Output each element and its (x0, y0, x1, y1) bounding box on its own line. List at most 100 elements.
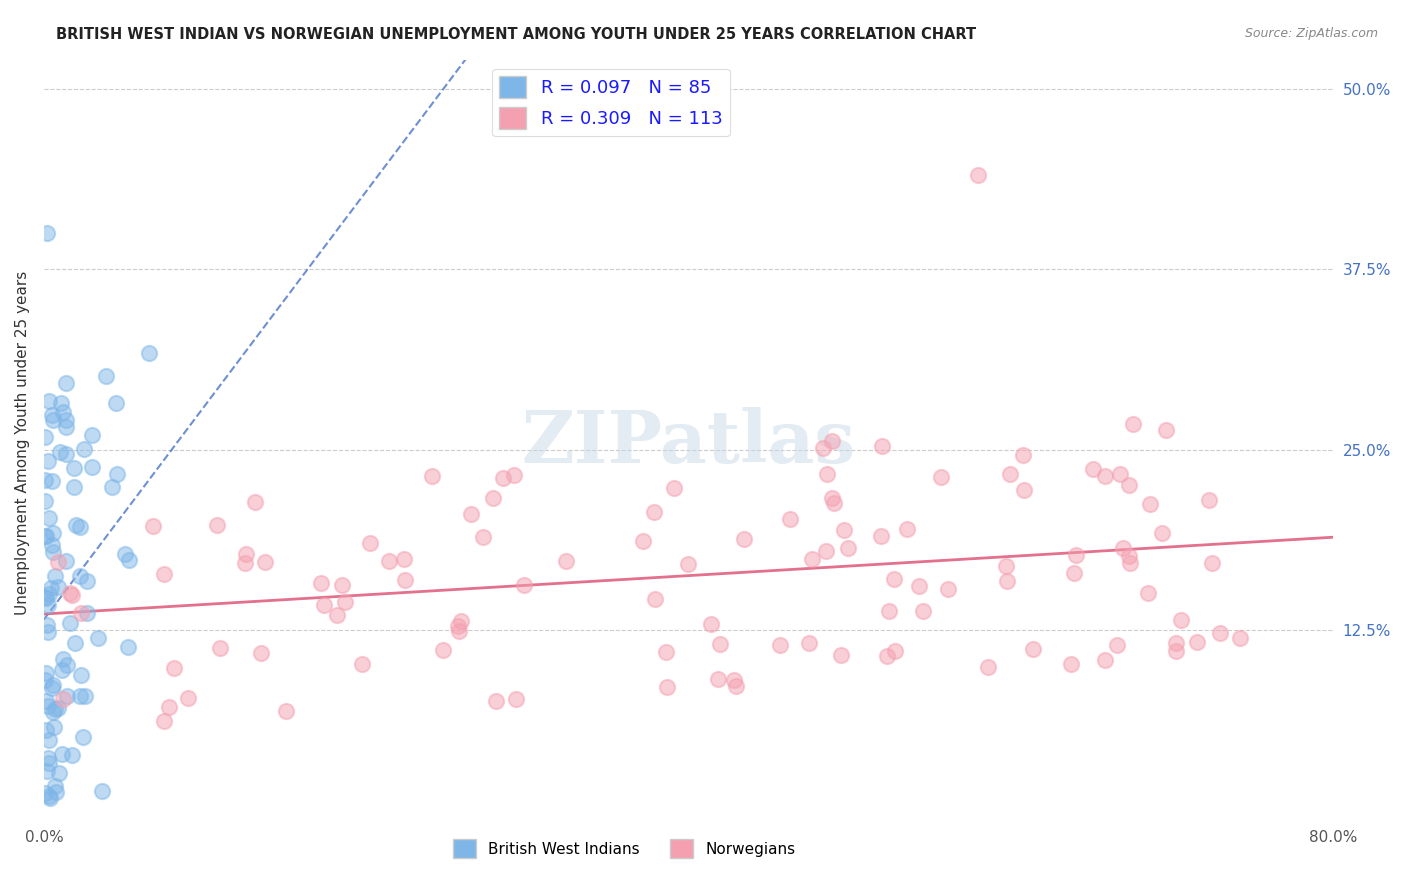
Point (69, 689, 91, 703)
Point (62, 461, 84, 475)
Point (884, 644, 907, 658)
Point (908, 579, 931, 593)
Point (896, 522, 918, 536)
Point (492, 471, 515, 485)
Point (330, 578, 353, 592)
Point (725, 680, 748, 694)
Text: BRITISH WEST INDIAN VS NORWEGIAN UNEMPLOYMENT AMONG YOUTH UNDER 25 YEARS CORRELA: BRITISH WEST INDIAN VS NORWEGIAN UNEMPLO… (56, 27, 976, 42)
Point (513, 578, 536, 592)
Point (676, 557, 699, 571)
Point (34, 474, 56, 488)
Point (60, 588, 83, 602)
Point (1198, 493, 1220, 508)
Point (977, 660, 1000, 674)
Point (1022, 642, 1045, 657)
Point (55, 419, 77, 434)
Point (883, 572, 905, 586)
Point (733, 532, 755, 546)
Text: Source: ZipAtlas.com: Source: ZipAtlas.com (1244, 27, 1378, 40)
Point (1094, 652, 1116, 666)
Point (450, 615, 472, 629)
Point (876, 648, 898, 663)
Point (1164, 636, 1187, 650)
Point (769, 638, 792, 652)
Point (60, 748, 83, 763)
Point (38, 511, 60, 525)
Point (460, 507, 482, 521)
Point (41, 474, 63, 488)
Y-axis label: Unemployment Among Youth under 25 years: Unemployment Among Youth under 25 years (15, 270, 30, 615)
Point (235, 547, 257, 561)
Point (1201, 556, 1223, 570)
Point (114, 547, 136, 561)
Point (998, 467, 1021, 481)
Point (1012, 449, 1035, 463)
Point (1139, 497, 1161, 511)
Point (153, 714, 176, 728)
Point (655, 680, 678, 694)
Point (309, 576, 332, 591)
Point (830, 648, 852, 662)
Point (45, 785, 67, 799)
Point (420, 468, 443, 483)
Point (723, 673, 745, 687)
Point (100, 480, 122, 494)
Point (55, 413, 77, 427)
Point (378, 554, 401, 568)
Point (35, 694, 58, 708)
Point (821, 491, 844, 505)
Point (503, 467, 526, 482)
Point (41, 538, 63, 552)
Point (76, 606, 98, 620)
Point (62, 480, 84, 494)
Point (644, 591, 666, 606)
Point (37, 598, 59, 612)
Point (1105, 638, 1128, 652)
Point (209, 641, 232, 656)
Point (1064, 548, 1087, 562)
Point (967, 168, 990, 182)
Point (52, 652, 75, 666)
Point (49, 444, 72, 458)
Point (163, 661, 186, 675)
Point (824, 496, 846, 510)
Point (485, 694, 508, 708)
Point (872, 439, 894, 453)
Point (44, 702, 66, 716)
Point (41, 525, 63, 540)
Point (245, 495, 267, 509)
Point (87, 631, 110, 645)
Point (1119, 556, 1142, 570)
Point (432, 643, 454, 657)
Point (815, 467, 838, 482)
Point (815, 544, 838, 558)
Point (104, 396, 127, 410)
Point (38, 791, 60, 805)
Point (1063, 566, 1085, 580)
Point (779, 512, 801, 526)
Point (55, 447, 77, 461)
Text: ZIPatlas: ZIPatlas (522, 407, 855, 478)
Point (41, 681, 63, 695)
Point (394, 573, 416, 587)
Point (46, 701, 69, 715)
Point (35, 764, 58, 778)
Point (51, 396, 73, 410)
Point (253, 555, 276, 569)
Point (654, 645, 676, 659)
Point (1118, 549, 1140, 563)
Point (709, 637, 731, 651)
Point (42, 721, 65, 735)
Point (70, 606, 93, 620)
Point (37, 751, 59, 765)
Point (46, 580, 69, 594)
Point (1229, 632, 1251, 646)
Point (82, 460, 104, 475)
Point (799, 636, 821, 650)
Point (65, 635, 87, 649)
Point (1209, 626, 1232, 640)
Point (1111, 541, 1133, 555)
Point (117, 553, 139, 567)
Point (42, 705, 65, 719)
Point (699, 616, 721, 631)
